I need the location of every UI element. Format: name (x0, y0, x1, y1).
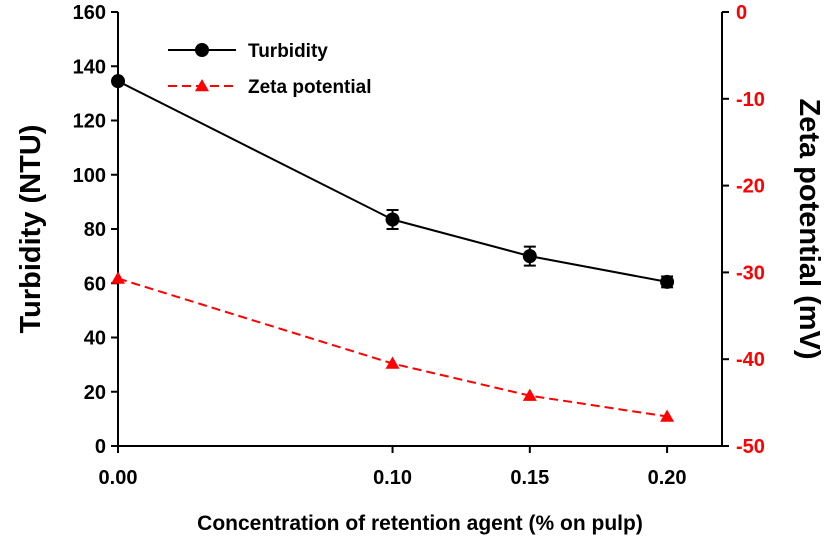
legend-zeta-potential-marker (195, 79, 209, 92)
turbidity-point (385, 212, 400, 227)
zeta-potential-point (522, 388, 537, 401)
y2-tick-label: -20 (736, 176, 765, 198)
y2-tick-label: 0 (736, 2, 747, 24)
y-tick-label: 140 (73, 56, 106, 78)
axes: 0 20 40 60 80 100 120 140 160 -50 -40 -30 -20 -10 0 0.0… (73, 2, 765, 489)
legend-turbidity-label: Turbidity (248, 41, 328, 62)
y-tick-label: 80 (84, 219, 106, 241)
x-axis-title: Concentration of retention agent (% on p… (197, 512, 643, 535)
y2-tick-label: -50 (736, 436, 765, 458)
y2-tick-label: -10 (736, 89, 765, 111)
plot-series (111, 74, 675, 422)
legend: Turbidity Zeta potential (168, 41, 372, 98)
y-tick-label: 20 (84, 382, 106, 404)
y2-axis-title: Zeta potential (mV) (793, 98, 825, 359)
zeta-potential-series-line (117, 277, 668, 418)
turbidity-point (660, 274, 675, 289)
y-tick-label: 120 (73, 111, 106, 133)
y-tick-label: 0 (95, 436, 106, 458)
y-tick-label: 40 (84, 328, 106, 350)
y2-tick-label: -30 (736, 262, 765, 284)
zeta-potential-point (111, 271, 125, 284)
zeta-potential-point (385, 356, 400, 369)
x-tick-label: 0.10 (373, 467, 412, 489)
y2-tick-label: -40 (736, 349, 765, 371)
turbidity-point (111, 74, 125, 89)
y-tick-label: 100 (73, 165, 106, 187)
x-tick-label: 0.20 (648, 467, 687, 489)
turbidity-point (522, 249, 537, 264)
y-axis-title: Turbidity (NTU) (15, 125, 47, 334)
x-tick-label: 0.15 (510, 467, 549, 489)
turbidity-series-line (117, 80, 668, 283)
legend-zeta-potential-label: Zeta potential (248, 77, 372, 98)
legend-turbidity-marker (195, 43, 209, 57)
x-tick-label: 0.00 (99, 467, 138, 489)
y-tick-label: 60 (84, 273, 106, 295)
zeta-potential-point (660, 409, 675, 422)
y-tick-label: 160 (73, 2, 106, 24)
